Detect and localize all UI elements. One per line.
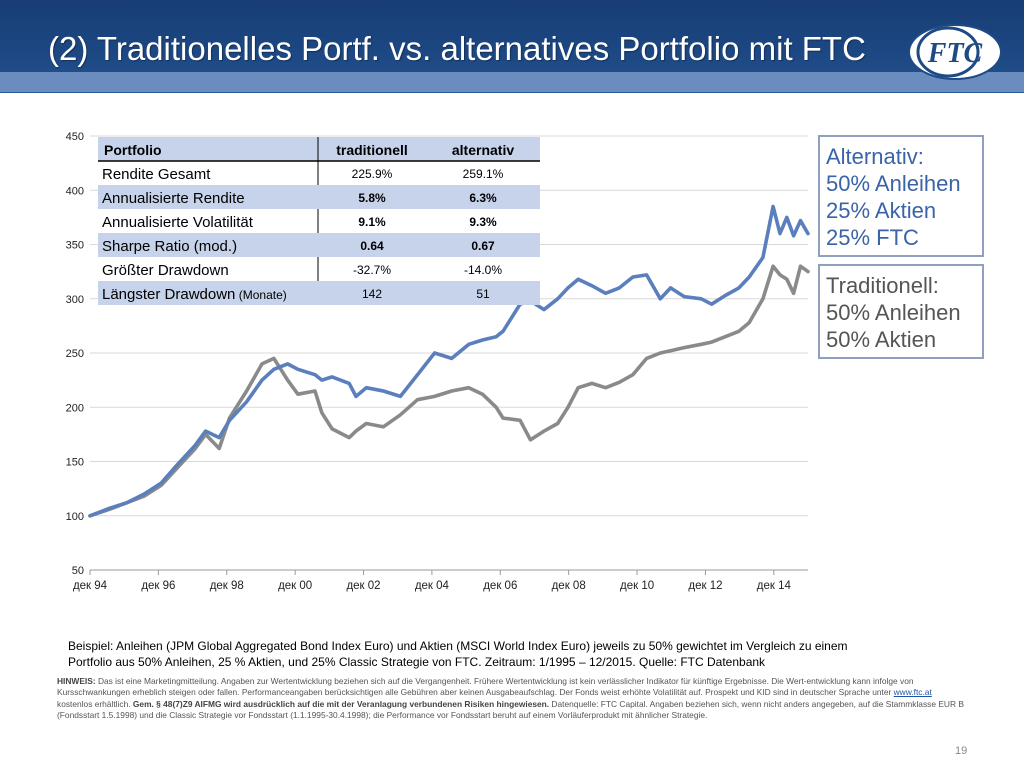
table-cell: 5.8% [358,191,386,205]
table-header-cell: alternativ [452,142,514,158]
x-tick-label: дек 08 [552,580,586,592]
legend-alternativ-line: 25% Aktien [826,198,937,223]
table-cell: 0.67 [471,239,495,253]
table-row-label: Rendite Gesamt [102,166,211,183]
table-header-cell: Portfolio [104,142,162,158]
disclaimer-text: kostenlos erhältlich. [57,698,133,709]
table-cell: -32.7% [353,263,391,277]
disclaimer-text: Datenquelle: FTC Capital. Angaben bezieh… [57,698,964,720]
table-row-label: Größter Drawdown [102,262,229,279]
disclaimer-risk-note: Gem. § 48(7)Z9 AIFMG wird ausdrücklich a… [132,698,550,709]
y-tick-label: 450 [66,131,84,143]
table-row-band [98,233,540,257]
x-tick-label: дек 10 [620,580,654,592]
table-row-label: Längster Drawdown (Monate) [102,286,287,303]
legend-alternativ-title: Alternativ: [826,144,924,169]
y-tick-label: 250 [66,348,84,360]
y-tick-label: 350 [66,240,84,252]
table-cell: 259.1% [463,167,504,181]
logo-text: FTC [927,38,983,69]
y-tick-label: 200 [66,402,84,414]
table-row-band [98,185,540,209]
caption-line: Beispiel: Anleihen (JPM Global Aggregate… [68,639,848,653]
table-row-label-suffix: (Monate) [235,288,286,302]
x-tick-label: дек 12 [688,580,722,592]
x-tick-label: дек 98 [210,580,244,592]
legend-traditionell-title: Traditionell: [826,273,939,298]
x-tick-label: дек 96 [141,580,175,592]
series-line-traditionell [88,264,810,518]
legend-alternativ-line: 25% FTC [826,225,919,250]
legend-traditionell-line: 50% Aktien [826,327,937,352]
y-tick-label: 150 [66,457,84,469]
table-row-label: Sharpe Ratio (mod.) [102,238,237,255]
table-cell: 225.9% [352,167,393,181]
table-header-bg [98,137,540,161]
table-cell: 142 [362,287,382,301]
y-tick-label: 400 [66,185,84,197]
ftc-website-link[interactable]: www.ftc.at [893,687,932,698]
caption-line: Portfolio aus 50% Anleihen, 25 % Aktien,… [68,655,766,669]
series-line-alternativ [88,204,810,518]
legend-traditionell-line: 50% Anleihen [826,300,961,325]
slide-title: (2) Traditionelles Portf. vs. alternativ… [48,30,866,67]
legend-traditionell: Traditionell: 50% Anleihen 50% Aktien [818,264,984,359]
x-tick-label: дек 02 [346,580,380,592]
chart-caption: Beispiel: Anleihen (JPM Global Aggregate… [68,638,968,670]
table-cell: 51 [476,287,490,301]
table-row-label: Annualisierte Rendite [102,190,245,207]
x-tick-label: дек 00 [278,580,312,592]
y-tick-label: 100 [66,511,84,523]
line-layer [88,204,810,518]
table-cell: -14.0% [464,263,502,277]
x-tick-label: дек 14 [757,580,792,592]
table-row-label: Annualisierte Volatilität [102,214,254,231]
table-row-band [98,281,540,305]
table-cell: 9.1% [358,215,386,229]
stats-table: Portfolio traditionell alternativ Rendite G… [98,137,540,305]
y-tick-label: 300 [66,294,84,306]
y-tick-label: 50 [72,565,84,577]
disclaimer-text: Das ist eine Marketingmitteilung. Angabe… [57,676,914,698]
page-number: 19 [955,745,968,757]
disclaimer-label: HINWEIS: [57,676,96,686]
x-tick-label: дек 94 [73,580,108,592]
table-cell: 6.3% [469,191,497,205]
x-tick-label: дек 06 [483,580,517,592]
legend-alternativ-line: 50% Anleihen [826,171,961,196]
table-header-cell: traditionell [336,142,408,158]
table-cell: 9.3% [469,215,497,229]
legend-alternativ: Alternativ: 50% Anleihen 25% Aktien 25% … [818,135,984,257]
x-tick-label: дек 04 [415,580,450,592]
title-stripe [0,72,1024,92]
table-cell: 0.64 [360,239,384,253]
axis-layer: 50 100 150 200 250 300 350 400 450 дек 94 дек 96 де… [66,131,808,592]
ftc-logo: FTC [908,24,1002,80]
disclaimer: HINWEIS: Das ist eine Marketingmitteilun… [57,676,967,721]
